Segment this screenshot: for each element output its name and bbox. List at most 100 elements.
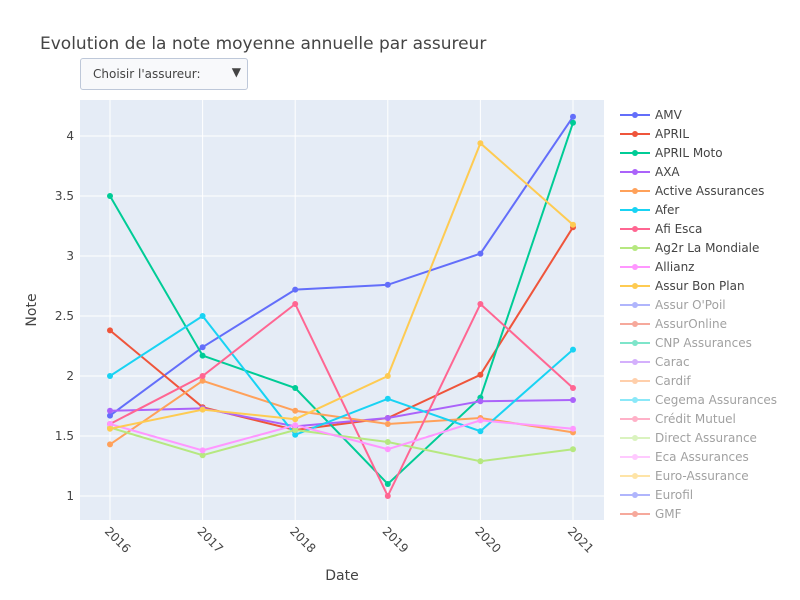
data-point xyxy=(292,422,299,429)
series-line xyxy=(109,399,574,428)
series-line xyxy=(109,314,574,437)
x-tick-label: 2017 xyxy=(194,524,225,555)
legend-swatch-marker xyxy=(632,454,638,460)
legend-item[interactable]: APRIL Moto xyxy=(620,146,723,160)
legend-swatch-marker xyxy=(632,511,638,517)
legend: AMV APRIL APRIL Moto AXA Active Assurances Af… xyxy=(620,108,777,521)
legend-item[interactable]: Assur Bon Plan xyxy=(620,279,745,293)
data-point xyxy=(107,373,113,379)
legend-item[interactable]: APRIL xyxy=(620,127,689,141)
legend-swatch-marker xyxy=(632,397,638,403)
data-point xyxy=(199,377,206,384)
gridlines xyxy=(80,100,604,520)
legend-item[interactable]: Cegema Assurances xyxy=(620,393,777,407)
data-point xyxy=(199,313,206,319)
series-line xyxy=(109,302,574,499)
legend-swatch-marker xyxy=(632,150,638,156)
legend-label: Ag2r La Mondiale xyxy=(655,241,759,255)
legend-label: Active Assurances xyxy=(655,184,764,198)
legend-item[interactable]: AMV xyxy=(620,108,683,122)
legend-swatch-marker xyxy=(632,473,638,479)
insurer-select-dropdown[interactable]: Choisir l'assureur: ▼ xyxy=(80,58,248,90)
legend-item[interactable]: Active Assurances xyxy=(620,184,764,198)
data-point xyxy=(477,417,484,424)
legend-swatch-marker xyxy=(632,226,638,232)
data-point xyxy=(570,385,576,391)
data-point xyxy=(292,427,299,433)
legend-label: Cardif xyxy=(655,374,691,388)
series-line xyxy=(109,426,574,463)
triangle-down-icon: ▼ xyxy=(231,65,241,79)
data-point xyxy=(199,406,206,413)
legend-label: Euro-Assurance xyxy=(655,469,749,483)
legend-swatch-marker xyxy=(632,245,638,251)
legend-item[interactable]: Eca Assurances xyxy=(620,450,749,464)
legend-label: Eurofil xyxy=(655,488,693,502)
legend-item[interactable]: Allianz xyxy=(620,260,694,274)
data-point xyxy=(384,281,391,288)
legend-item[interactable]: Eurofil xyxy=(620,488,693,502)
legend-label: Afer xyxy=(655,203,679,217)
data-point xyxy=(292,286,299,293)
x-tick-label: 2020 xyxy=(472,524,503,555)
legend-item[interactable]: AssurOnline xyxy=(620,317,727,331)
legend-item[interactable]: GMF xyxy=(620,507,682,521)
legend-swatch-marker xyxy=(632,492,638,498)
legend-swatch-marker xyxy=(632,302,638,308)
legend-swatch-marker xyxy=(632,435,638,441)
y-tick-label: 3.5 xyxy=(55,189,74,203)
series-line xyxy=(109,116,574,417)
data-point xyxy=(384,481,391,487)
legend-item[interactable]: Cardif xyxy=(620,374,691,388)
legend-item[interactable]: Ag2r La Mondiale xyxy=(620,241,759,255)
legend-item[interactable]: Carac xyxy=(620,355,690,369)
legend-swatch-marker xyxy=(632,112,638,118)
data-point xyxy=(384,373,391,379)
data-point xyxy=(384,415,391,421)
x-tick-labels: 2016 2017 2018 2019 2020 2021 xyxy=(102,524,596,555)
legend-label: APRIL Moto xyxy=(655,146,723,160)
series-line xyxy=(109,419,574,452)
legend-item[interactable]: CNP Assurances xyxy=(620,336,752,350)
legend-item[interactable]: Direct Assurance xyxy=(620,431,757,445)
data-point xyxy=(384,439,391,445)
legend-label: Afi Esca xyxy=(655,222,702,236)
y-tick-labels: 1 1.5 2 2.5 3 3.5 4 xyxy=(55,129,74,503)
legend-item[interactable]: Euro-Assurance xyxy=(620,469,749,483)
legend-item[interactable]: Afer xyxy=(620,203,679,217)
legend-swatch-marker xyxy=(632,359,638,365)
legend-swatch-marker xyxy=(632,188,638,194)
legend-swatch-marker xyxy=(632,340,638,346)
y-tick-label: 1.5 xyxy=(55,429,74,443)
legend-swatch-marker xyxy=(632,264,638,270)
legend-label: AXA xyxy=(655,165,680,179)
data-point xyxy=(199,352,206,359)
x-tick-label: 2019 xyxy=(380,524,411,555)
legend-label: Carac xyxy=(655,355,690,369)
legend-label: GMF xyxy=(655,507,682,521)
legend-swatch-marker xyxy=(632,416,638,422)
data-point xyxy=(384,446,391,453)
legend-swatch-marker xyxy=(632,283,638,289)
legend-item[interactable]: Crédit Mutuel xyxy=(620,412,736,426)
data-point xyxy=(107,421,113,427)
data-point xyxy=(199,344,206,351)
data-point xyxy=(199,452,206,459)
legend-label: Cegema Assurances xyxy=(655,393,777,407)
legend-label: Assur Bon Plan xyxy=(655,279,745,293)
data-point xyxy=(292,416,299,423)
data-point xyxy=(384,493,391,499)
data-point xyxy=(570,221,576,228)
legend-label: Eca Assurances xyxy=(655,450,749,464)
legend-swatch-marker xyxy=(632,131,638,137)
data-point xyxy=(384,421,391,427)
data-point xyxy=(107,193,113,199)
x-tick-label: 2018 xyxy=(287,524,318,555)
data-point xyxy=(292,385,299,391)
legend-label: CNP Assurances xyxy=(655,336,752,350)
legend-item[interactable]: AXA xyxy=(620,165,680,179)
legend-item[interactable]: Assur O'Poil xyxy=(620,298,726,312)
x-tick-label: 2016 xyxy=(102,524,133,555)
legend-item[interactable]: Afi Esca xyxy=(620,222,702,236)
